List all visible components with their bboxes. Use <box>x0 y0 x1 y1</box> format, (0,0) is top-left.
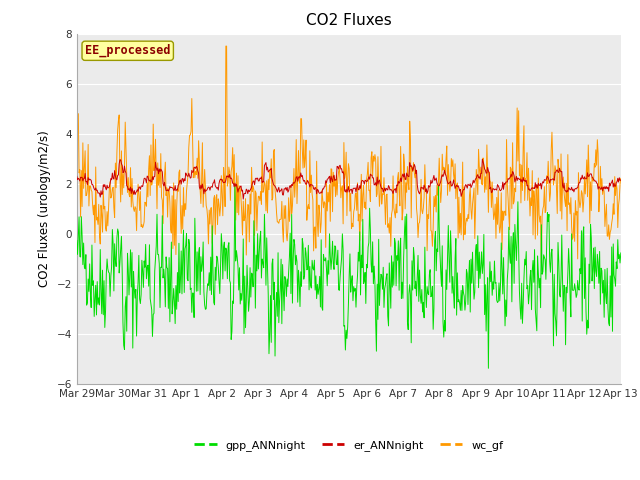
er_ANNnight <box>139 184 147 190</box>
er_ANNnight <box>83 179 90 184</box>
gpp_ANNnight <box>83 302 90 308</box>
er_ANNnight <box>416 191 424 197</box>
er_ANNnight <box>239 196 247 202</box>
er_ANNnight <box>73 173 81 179</box>
Legend: gpp_ANNnight, er_ANNnight, wc_gf: gpp_ANNnight, er_ANNnight, wc_gf <box>190 436 508 456</box>
gpp_ANNnight <box>617 250 625 256</box>
gpp_ANNnight <box>231 182 239 188</box>
wc_gf <box>431 192 439 198</box>
wc_gf <box>538 260 545 266</box>
wc_gf <box>73 180 81 186</box>
Line: wc_gf: wc_gf <box>77 46 621 263</box>
gpp_ANNnight <box>484 365 492 371</box>
wc_gf <box>617 176 625 181</box>
Y-axis label: CO2 Fluxes (urology/m2/s): CO2 Fluxes (urology/m2/s) <box>38 131 51 287</box>
er_ANNnight <box>194 168 202 174</box>
er_ANNnight <box>617 177 625 183</box>
gpp_ANNnight <box>223 248 230 254</box>
wc_gf <box>222 43 230 49</box>
wc_gf <box>416 219 424 225</box>
gpp_ANNnight <box>194 288 202 294</box>
Title: CO2 Fluxes: CO2 Fluxes <box>306 13 392 28</box>
Line: er_ANNnight: er_ANNnight <box>77 159 621 199</box>
gpp_ANNnight <box>431 228 439 234</box>
gpp_ANNnight <box>416 267 424 273</box>
er_ANNnight <box>431 177 439 182</box>
Text: EE_processed: EE_processed <box>85 44 170 58</box>
er_ANNnight <box>223 173 230 179</box>
er_ANNnight <box>479 156 486 162</box>
gpp_ANNnight <box>139 268 147 274</box>
wc_gf <box>83 192 90 198</box>
wc_gf <box>194 176 202 181</box>
wc_gf <box>139 225 147 230</box>
gpp_ANNnight <box>73 238 81 243</box>
wc_gf <box>223 183 231 189</box>
Line: gpp_ANNnight: gpp_ANNnight <box>77 185 621 368</box>
